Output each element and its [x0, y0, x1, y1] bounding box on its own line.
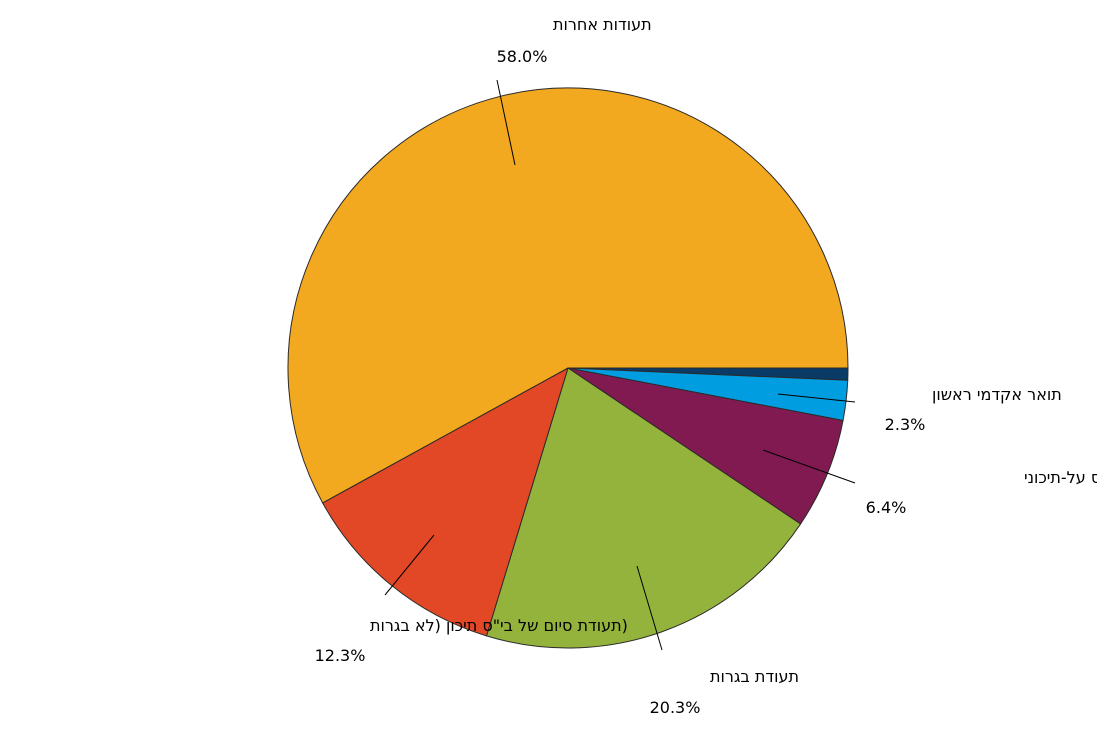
slice-value-label-5: 58.0% [497, 47, 548, 66]
pie-slice-4 [321, 366, 569, 637]
leader-line-2 [762, 449, 856, 484]
slice-value-label-3: 20.3% [650, 698, 701, 717]
slice-labels: תואר אקדמי ראשון 2.3% תעודה של בי"ס על-תיכ… [315, 15, 1097, 717]
slice-value-label-4: 12.3% [315, 646, 366, 665]
leader-line-3 [636, 565, 663, 651]
slice-label-4: (תעודת סיום של בי"ס תיכון (לא בגרות [370, 616, 628, 635]
slice-value-label-1: 2.3% [885, 415, 926, 434]
pie-slice-5 [287, 87, 849, 504]
leader-line-5 [496, 79, 516, 166]
pie-slice-3 [485, 367, 802, 649]
leader-line-1 [777, 393, 856, 403]
slice-label-2: תעודה של בי"ס על-תיכוני [1024, 468, 1097, 487]
slice-label-1: תואר אקדמי ראשון [932, 385, 1062, 404]
pie-slice-2 [567, 367, 844, 525]
slice-label-5: תעודות אחרות [553, 15, 652, 34]
pie-slices [287, 87, 849, 649]
leader-line-4 [384, 534, 435, 596]
leader-lines [384, 79, 856, 651]
slice-value-label-2: 6.4% [866, 498, 907, 517]
slice-label-3: תעודת בגרות [710, 667, 799, 686]
